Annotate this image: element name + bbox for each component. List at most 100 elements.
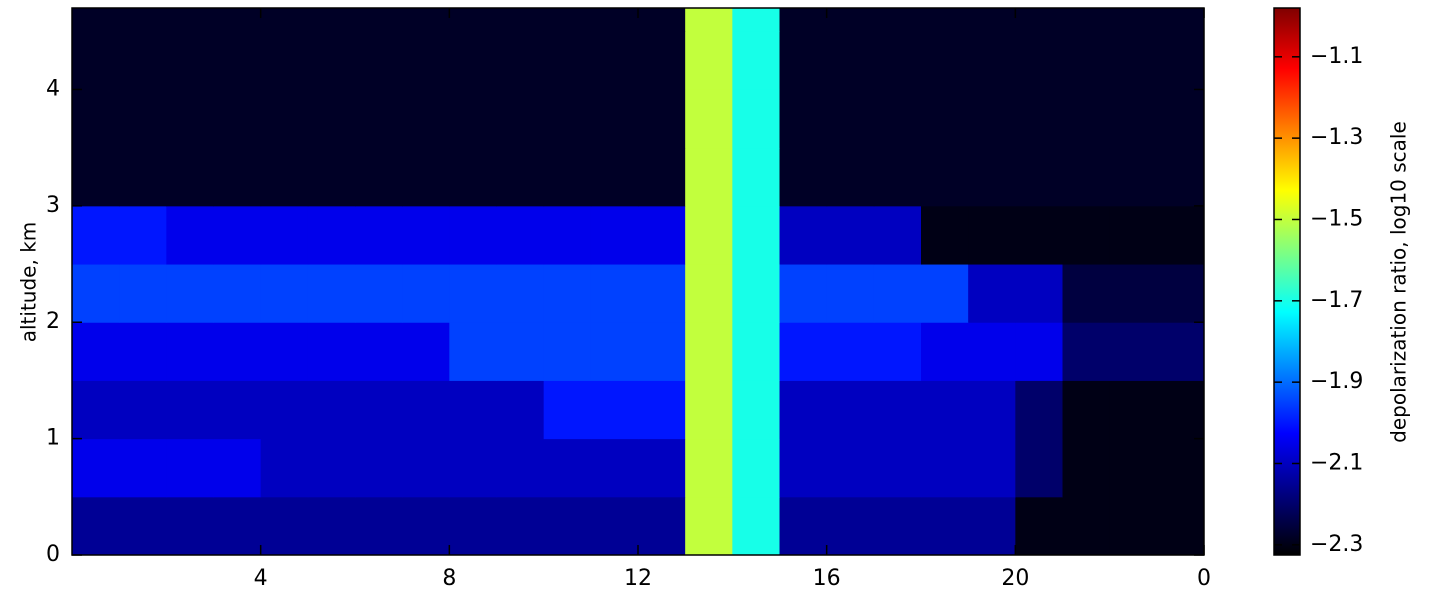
- heatmap-cell: [1062, 31, 1111, 90]
- heatmap-cell: [543, 205, 592, 265]
- heatmap-cell: [496, 380, 545, 440]
- heatmap-cell: [543, 264, 592, 323]
- heatmap-cell: [590, 496, 639, 555]
- heatmap-cell: [685, 205, 733, 265]
- heatmap-cell: [166, 147, 214, 207]
- heatmap-cell: [826, 496, 875, 555]
- heatmap-cell: [968, 438, 1016, 498]
- colorbar-tick-label: −1.7: [1310, 288, 1363, 313]
- heatmap-cell: [496, 264, 545, 323]
- heatmap-cell: [543, 438, 592, 498]
- heatmap-cell: [1109, 31, 1158, 90]
- heatmap-cell: [921, 496, 969, 555]
- heatmap-cell: [779, 380, 828, 440]
- heatmap-cell: [968, 322, 1016, 381]
- heatmap-cell: [307, 89, 356, 149]
- heatmap-cell: [307, 264, 356, 323]
- heatmap-cell: [826, 31, 875, 90]
- heatmap-cell: [1015, 31, 1063, 90]
- heatmap-cell: [307, 496, 356, 555]
- heatmap-cell: [119, 147, 167, 207]
- heatmap-cell: [590, 322, 639, 381]
- heatmap-cell: [355, 147, 403, 207]
- heatmap-cell: [260, 147, 309, 207]
- heatmap-cell: [72, 380, 120, 440]
- heatmap-cell: [355, 31, 403, 90]
- heatmap-cell: [260, 496, 309, 555]
- heatmap-cell: [873, 8, 922, 32]
- heatmap-cell: [732, 496, 780, 555]
- heatmap-cell: [496, 438, 545, 498]
- heatmap-cell: [402, 380, 450, 440]
- x-tick-label: 20: [1001, 566, 1029, 591]
- heatmap-cell: [968, 380, 1016, 440]
- heatmap-cell: [1156, 380, 1204, 440]
- heatmap-cell: [402, 438, 450, 498]
- heatmap-cell: [826, 264, 875, 323]
- heatmap-cell: [1062, 205, 1111, 265]
- heatmap-cell: [213, 89, 262, 149]
- heatmap-cell: [1156, 438, 1204, 498]
- heatmap-cell: [72, 8, 120, 32]
- heatmap-cell: [1015, 322, 1063, 381]
- heatmap-cell: [307, 8, 356, 32]
- heatmap-cell: [590, 8, 639, 32]
- heatmap-cell: [260, 31, 309, 90]
- heatmap-cell: [826, 438, 875, 498]
- heatmap-cell: [826, 147, 875, 207]
- heatmap-cell: [779, 147, 828, 207]
- heatmap-cell: [260, 8, 309, 32]
- heatmap-cell: [1015, 147, 1063, 207]
- heatmap-cell: [402, 322, 450, 381]
- heatmap-cell: [402, 147, 450, 207]
- heatmap-cell: [685, 380, 733, 440]
- heatmap-cell: [826, 89, 875, 149]
- heatmap-cell: [873, 205, 922, 265]
- heatmap-cell: [779, 438, 828, 498]
- heatmap-cell: [1109, 89, 1158, 149]
- heatmap-cell: [355, 264, 403, 323]
- heatmap-cell: [355, 380, 403, 440]
- heatmap-cell: [1109, 322, 1158, 381]
- heatmap-cell: [355, 322, 403, 381]
- heatmap-cell: [449, 438, 497, 498]
- heatmap-cell: [732, 438, 780, 498]
- heatmap-cell: [260, 89, 309, 149]
- heatmap-cell: [213, 322, 262, 381]
- heatmap-cell: [638, 147, 686, 207]
- heatmap-cell: [732, 147, 780, 207]
- heatmap-cell: [1062, 89, 1111, 149]
- heatmap-cell: [496, 8, 545, 32]
- heatmap-cell: [1109, 205, 1158, 265]
- heatmap-cell: [355, 496, 403, 555]
- heatmap-cell: [779, 205, 828, 265]
- heatmap-cell: [307, 438, 356, 498]
- heatmap-cell: [166, 264, 214, 323]
- heatmap-cell: [826, 8, 875, 32]
- x-tick-label: 0: [1197, 566, 1211, 591]
- heatmap-cell: [543, 380, 592, 440]
- y-tick-label: 2: [46, 309, 60, 334]
- colorbar-tick-label: −1.3: [1310, 125, 1363, 150]
- heatmap-cell: [968, 496, 1016, 555]
- heatmap-cell: [72, 205, 120, 265]
- heatmap-cell: [449, 147, 497, 207]
- heatmap-cell: [779, 31, 828, 90]
- heatmap-cell: [402, 496, 450, 555]
- heatmap-cell: [166, 31, 214, 90]
- heatmap-cell: [1015, 380, 1063, 440]
- heatmap-cell: [968, 205, 1016, 265]
- colorbar-tick-label: −1.5: [1310, 206, 1363, 231]
- heatmap-cell: [355, 205, 403, 265]
- x-tick-label: 16: [813, 566, 841, 591]
- heatmap-cell: [779, 8, 828, 32]
- heatmap-cell: [1062, 322, 1111, 381]
- heatmap-cell: [638, 322, 686, 381]
- heatmap-cell: [590, 380, 639, 440]
- heatmap-cell: [119, 8, 167, 32]
- heatmap-cell: [590, 205, 639, 265]
- heatmap-cell: [638, 496, 686, 555]
- heatmap-cell: [1156, 89, 1204, 149]
- heatmap-cell: [779, 496, 828, 555]
- heatmap-cell: [638, 31, 686, 90]
